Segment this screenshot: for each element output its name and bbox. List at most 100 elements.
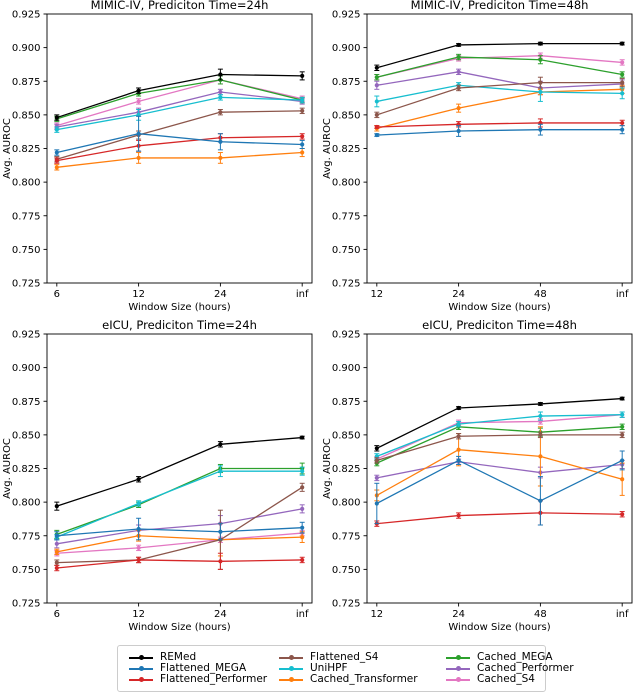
data-point-marker [136,477,141,482]
data-point-marker [620,396,625,401]
data-point-marker [300,108,305,113]
y-tick-label: 0.900 [332,363,361,374]
data-point-marker [136,131,141,136]
y-tick-label: 0.725 [332,599,361,610]
data-point-marker [300,150,305,155]
data-point-marker [218,469,223,474]
series-Flattened_S4 [374,76,625,119]
x-tick-label: 24 [214,609,227,620]
data-point-marker [620,91,625,96]
charts-grid: MIMIC-IV, Prediciton Time=24h 0.725 0.750 0… [2,0,633,633]
x-tick-label: 12 [370,609,383,620]
y-tick-label: 0.850 [12,430,41,441]
data-point-marker [136,155,141,161]
y-tick-label: 0.775 [12,211,41,222]
data-point-marker [456,106,461,111]
y-tick-label: 0.925 [332,10,361,21]
data-point-marker [136,501,141,506]
data-point-marker [538,498,543,503]
data-point-marker [620,424,625,429]
y-tick-label: 0.750 [12,565,41,576]
data-point-marker [136,545,141,550]
x-axis-label: Window Size (hours) [448,302,550,313]
series-Cached_Transformer [54,523,305,557]
chart-mimic-iv-24h: MIMIC-IV, Prediciton Time=24h 0.725 0.750 0… [2,0,313,313]
chart-eicu-24h: eICU, Prediciton Time=24h 0.725 0.750 0.775… [2,320,313,633]
y-tick-label: 0.800 [332,498,361,509]
legend-item-REMed: REMed [129,652,279,663]
series-Flattened_MEGA [374,450,625,526]
y-tick-label: 0.875 [12,397,41,408]
series-Flattened_MEGA [374,123,625,138]
y-tick-label: 0.750 [332,245,361,256]
data-point-marker [456,434,461,439]
data-point-marker [300,557,305,563]
data-point-marker [538,80,543,85]
series-Flattened_MEGA [54,517,305,541]
data-point-marker [136,557,141,563]
legend-item-Cached_S4: Cached_S4 [446,674,574,685]
data-point-marker [456,54,461,60]
data-point-marker [218,442,223,447]
data-point-marker [218,95,223,100]
y-tick-label: 0.825 [332,464,361,475]
data-point-marker [456,405,461,411]
y-tick-label: 0.775 [332,211,361,222]
series-Flattened_S4 [54,482,305,570]
data-point-marker [218,559,223,564]
data-point-marker [538,41,543,46]
x-tick-label: 24 [214,289,227,300]
y-axis-label: Avg. AUROC [322,118,333,179]
series-REMed [54,435,305,511]
data-point-marker [54,158,59,163]
data-point-marker [374,124,379,130]
data-point-marker [300,142,305,147]
y-tick-label: 0.800 [12,178,41,189]
series-REMed [374,41,625,71]
x-tick-label: 48 [534,289,547,300]
chart-title: eICU, Prediciton Time=48h [422,320,577,332]
chart-title: eICU, Prediciton Time=24h [102,320,257,332]
y-tick-label: 0.775 [12,531,41,542]
data-point-marker [620,80,625,85]
y-tick-label: 0.750 [332,565,361,576]
data-point-marker [300,73,305,78]
data-point-marker [374,446,379,451]
data-point-marker [54,541,59,546]
chart-title: MIMIC-IV, Prediciton Time=24h [91,0,269,12]
data-point-marker [620,120,625,126]
series-Flattened_S4 [374,431,625,464]
data-point-marker [456,42,461,48]
series-UniHPF [54,94,305,133]
data-point-marker [538,454,543,459]
data-point-marker [538,127,543,132]
data-point-marker [456,458,461,463]
legend-line-marker-icon [129,675,153,684]
data-point-marker [54,115,59,120]
data-point-marker [300,134,305,139]
x-axis-label: Window Size (hours) [128,302,230,313]
data-point-marker [300,435,305,440]
series-Cached_Transformer [54,148,305,171]
y-tick-label: 0.875 [332,397,361,408]
data-point-marker [538,401,543,407]
y-axis-label: Avg. AUROC [2,118,13,179]
data-point-marker [54,127,59,132]
data-point-marker [300,469,305,474]
series-Flattened_Performer [374,500,625,527]
data-point-marker [620,432,625,437]
legend-item-Cached_Transformer: Cached_Transformer [279,674,446,685]
series-REMed [54,68,305,121]
legend-label: Flattened_S4 [310,651,379,663]
y-tick-label: 0.850 [332,430,361,441]
legend-line-marker-icon [446,664,470,673]
series-Flattened_Performer [374,118,625,130]
y-tick-label: 0.925 [12,10,41,21]
chart-eicu-48h: eICU, Prediciton Time=48h 0.725 0.750 0.775… [322,320,633,633]
legend-line-marker-icon [446,675,470,684]
data-point-marker [456,128,461,134]
x-tick-label: 24 [452,609,465,620]
legend-line-marker-icon [279,653,303,662]
x-axis-label: Window Size (hours) [128,622,230,633]
